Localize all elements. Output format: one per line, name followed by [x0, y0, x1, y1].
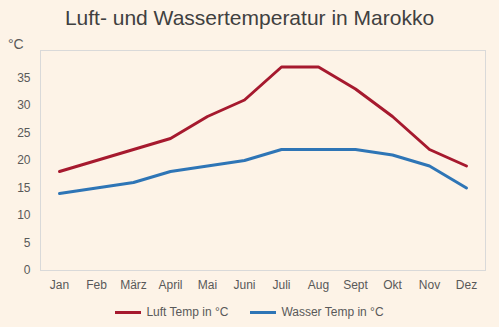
svg-text:10: 10	[17, 208, 31, 222]
svg-text:Juli: Juli	[272, 278, 290, 292]
svg-text:Okt: Okt	[383, 278, 402, 292]
html-text:Luft- und Wassertemperatur in: Luft- und Wassertemperatur in Marokko	[64, 6, 435, 29]
svg-text:5: 5	[24, 236, 31, 250]
svg-text:0: 0	[24, 263, 31, 277]
svg-text:Nov: Nov	[419, 278, 440, 292]
svg-text:April: April	[158, 278, 182, 292]
svg-text:25: 25	[17, 126, 31, 140]
html-text:Luft Temp in °C: Luft Temp in °C	[146, 305, 229, 319]
svg-text:30: 30	[17, 98, 31, 112]
svg-text:15: 15	[17, 181, 31, 195]
svg-text:20: 20	[17, 153, 31, 167]
svg-text:März: März	[120, 278, 147, 292]
html-text:Wasser Temp in °C: Wasser Temp in °C	[281, 305, 384, 319]
svg-text:Dez: Dez	[456, 278, 477, 292]
svg-text:Mai: Mai	[198, 278, 217, 292]
svg-text:Feb: Feb	[86, 278, 107, 292]
html-text:°C: °C	[8, 36, 24, 52]
svg-text:Jan: Jan	[50, 278, 69, 292]
svg-text:Aug: Aug	[308, 278, 329, 292]
svg-text:35: 35	[17, 71, 31, 85]
svg-text:Juni: Juni	[233, 278, 255, 292]
svg-text:Sept: Sept	[343, 278, 368, 292]
